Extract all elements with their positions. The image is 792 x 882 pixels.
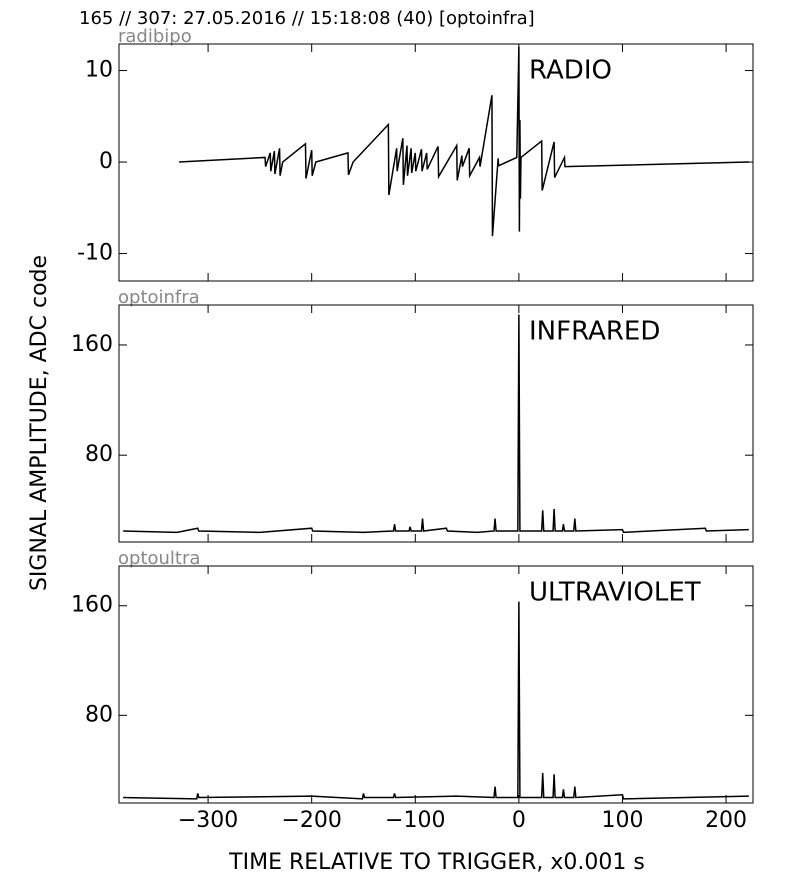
signal-trace [123,314,749,534]
x-axis-label: TIME RELATIVE TO TRIGGER, x0.001 s [228,850,645,875]
x-tick-label: −200 [281,808,341,833]
y-tick-label: 10 [85,58,113,83]
y-tick-label: 0 [99,149,113,174]
x-tick-label: −100 [385,808,445,833]
signal-trace [123,601,749,800]
chart-title: 165 // 307: 27.05.2016 // 15:18:08 (40) … [79,8,535,29]
plot-frame [118,304,754,543]
y-tick-label: 80 [85,702,113,727]
y-tick-label: -10 [77,241,113,266]
panel-annotation: RADIO [529,56,612,86]
panel-label: optoinfra [118,287,200,308]
x-tick-label: 100 [601,808,643,833]
x-tick-label: −300 [178,808,238,833]
plot-frame [118,43,754,282]
panel-annotation: ULTRAVIOLET [529,578,701,608]
panel-label: radibipo [118,26,192,47]
y-tick-label: 80 [85,442,113,467]
x-tick-label: 0 [512,808,526,833]
y-tick-label: 160 [71,332,113,357]
panel-label: optoultra [118,548,200,569]
signal-trace [179,46,749,237]
y-axis-label: SIGNAL AMPLITUDE, ADC code [27,255,52,591]
plot-frame [118,565,754,804]
x-tick-label: 200 [705,808,747,833]
y-tick-label: 160 [71,593,113,618]
panel-annotation: INFRARED [529,317,660,347]
